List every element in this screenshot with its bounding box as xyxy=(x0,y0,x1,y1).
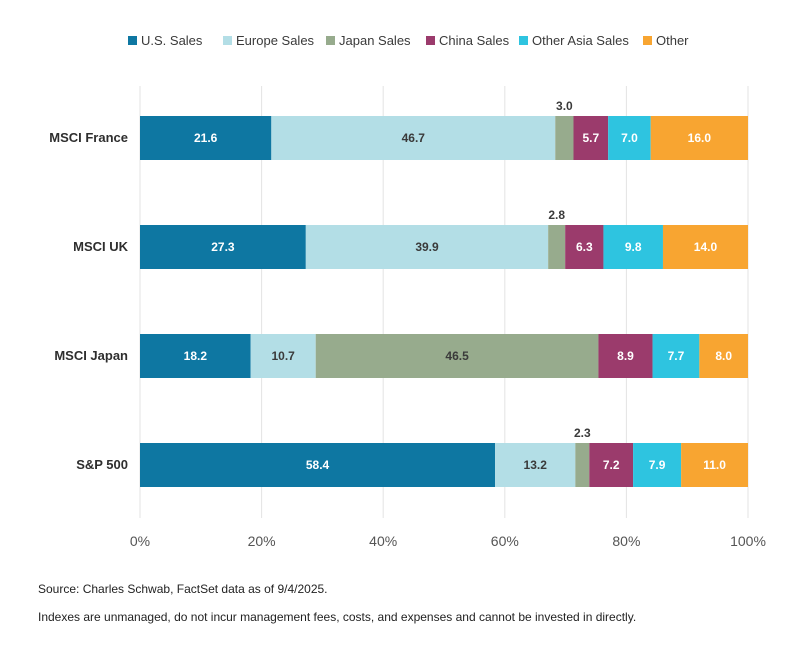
bar-value-label: 7.7 xyxy=(668,349,685,363)
bar-segment-u-s-sales xyxy=(140,443,496,487)
x-tick-label: 100% xyxy=(730,533,766,549)
category-labels: MSCI France MSCI UK MSCI Japan S&P 500 xyxy=(49,130,128,472)
bar-segment-other xyxy=(662,225,748,269)
bar-value-label: 8.9 xyxy=(617,349,634,363)
bar-value-label: 7.0 xyxy=(621,131,638,145)
legend-swatch xyxy=(128,36,137,45)
legend-label: Japan Sales xyxy=(339,33,411,48)
legend-label: China Sales xyxy=(439,33,510,48)
legend-item-europe-sales: Europe Sales xyxy=(223,33,315,48)
bar-value-label: 7.9 xyxy=(649,458,666,472)
legend-swatch xyxy=(426,36,435,45)
legend-item-china-sales: China Sales xyxy=(426,33,510,48)
bar-segment-china-sales xyxy=(598,334,653,378)
bar-value-labels: 21.6 46.7 3.0 5.7 7.0 16.0 27.3 39.9 2.8 6.3 9.8 14… xyxy=(184,99,733,472)
bar-value-label: 10.7 xyxy=(272,349,296,363)
bar-value-label: 58.4 xyxy=(306,458,330,472)
bar-segment-other-asia-sales xyxy=(652,334,700,378)
x-axis-tick-labels: 0% 20% 40% 60% 80% 100% xyxy=(130,533,766,549)
x-tick-label: 80% xyxy=(612,533,640,549)
bar-value-label: 39.9 xyxy=(415,240,439,254)
legend-label: U.S. Sales xyxy=(141,33,203,48)
bar-segment-u-s-sales xyxy=(140,225,306,269)
bar-value-label: 8.0 xyxy=(715,349,732,363)
legend-swatch xyxy=(643,36,652,45)
legend-label: Other Asia Sales xyxy=(532,33,629,48)
legend-label: Europe Sales xyxy=(236,33,315,48)
bar-value-label: 7.2 xyxy=(603,458,620,472)
legend-item-u-s-sales: U.S. Sales xyxy=(128,33,203,48)
legend-item-other-asia-sales: Other Asia Sales xyxy=(519,33,629,48)
bar-segment-other xyxy=(650,116,748,160)
bar-value-label: 21.6 xyxy=(194,131,218,145)
x-tick-label: 0% xyxy=(130,533,150,549)
legend-item-other: Other xyxy=(643,33,689,48)
bar-segment-other-asia-sales xyxy=(608,116,651,160)
bar-value-label: 3.0 xyxy=(556,99,573,113)
bar-value-label: 46.5 xyxy=(445,349,469,363)
x-tick-label: 40% xyxy=(369,533,397,549)
category-label: MSCI UK xyxy=(73,239,129,254)
source-note: Source: Charles Schwab, FactSet data as … xyxy=(38,582,328,596)
bar-segment-u-s-sales xyxy=(140,334,251,378)
bar-value-label: 2.8 xyxy=(548,208,565,222)
category-label: MSCI France xyxy=(49,130,128,145)
category-label: S&P 500 xyxy=(76,457,128,472)
bar-value-label: 27.3 xyxy=(211,240,235,254)
bar-segment-europe-sales xyxy=(495,443,576,487)
bar-segment-japan-sales xyxy=(555,116,574,160)
legend-item-japan-sales: Japan Sales xyxy=(326,33,411,48)
x-tick-label: 20% xyxy=(248,533,276,549)
bar-value-label: 14.0 xyxy=(694,240,718,254)
bar-segment-china-sales xyxy=(589,443,634,487)
bar-value-label: 6.3 xyxy=(576,240,593,254)
bar-segment-china-sales xyxy=(573,116,609,160)
bars xyxy=(140,116,748,487)
bar-value-label: 18.2 xyxy=(184,349,208,363)
bar-segment-europe-sales xyxy=(250,334,316,378)
legend-swatch xyxy=(223,36,232,45)
bar-segment-japan-sales xyxy=(575,443,590,487)
bar-value-label: 13.2 xyxy=(524,458,548,472)
bar-value-label: 46.7 xyxy=(402,131,426,145)
bar-segment-u-s-sales xyxy=(140,116,272,160)
stacked-bar-chart: U.S. Sales Europe Sales Japan Sales China S… xyxy=(49,33,766,549)
x-tick-label: 60% xyxy=(491,533,519,549)
bar-segment-europe-sales xyxy=(271,116,556,160)
bar-segment-china-sales xyxy=(565,225,604,269)
legend: U.S. Sales Europe Sales Japan Sales China S… xyxy=(128,33,689,48)
bar-segment-europe-sales xyxy=(305,225,549,269)
category-label: MSCI Japan xyxy=(54,348,128,363)
legend-swatch xyxy=(519,36,528,45)
legend-label: Other xyxy=(656,33,689,48)
bar-segment-other xyxy=(699,334,748,378)
disclaimer-note: Indexes are unmanaged, do not incur mana… xyxy=(38,610,637,624)
legend-swatch xyxy=(326,36,335,45)
bar-value-label: 5.7 xyxy=(582,131,599,145)
bar-segment-japan-sales xyxy=(548,225,566,269)
bar-value-label: 11.0 xyxy=(703,458,726,472)
bar-value-label: 2.3 xyxy=(574,426,591,440)
bar-value-label: 9.8 xyxy=(625,240,642,254)
bar-segment-other-asia-sales xyxy=(603,225,663,269)
bar-value-label: 16.0 xyxy=(688,131,712,145)
bar-segment-other-asia-sales xyxy=(633,443,682,487)
bar-segment-japan-sales xyxy=(315,334,599,378)
bar-segment-other xyxy=(681,443,748,487)
